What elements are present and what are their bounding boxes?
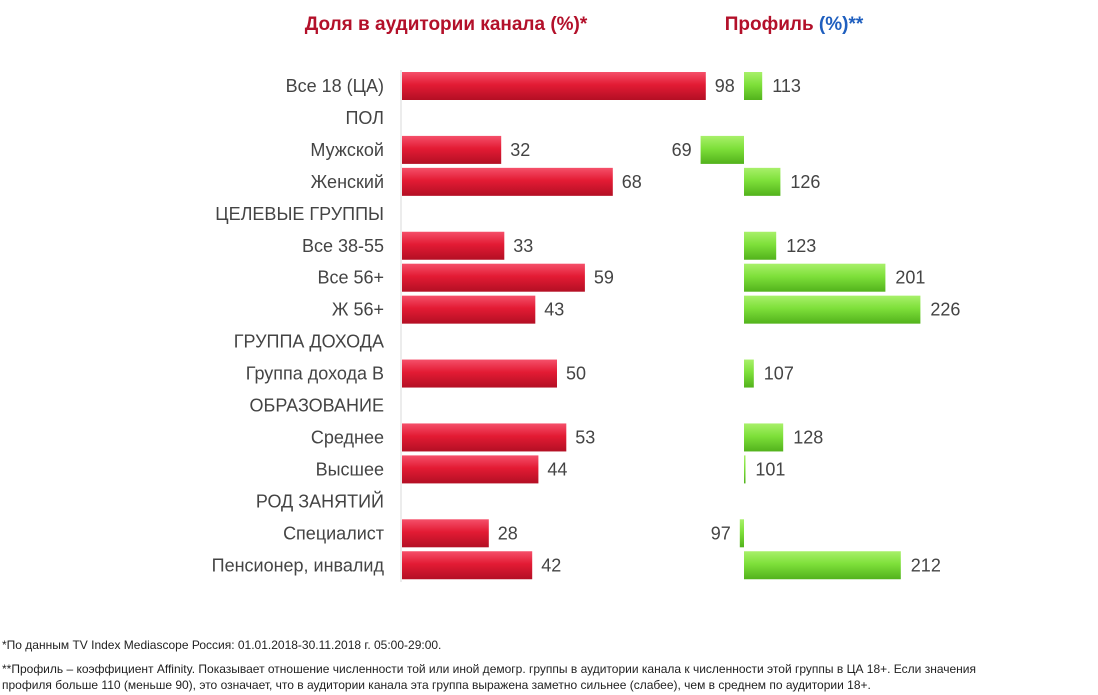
share-value-label: 43 [544,300,564,320]
profile-title-accent: (%)** [819,14,864,35]
share-bar [402,423,567,452]
category-label: ОБРАЗОВАНИЕ [250,396,384,416]
share-chart-title: Доля в аудитории канала (%)* [305,14,588,35]
share-bar [402,551,533,580]
share-value-label: 32 [510,140,530,160]
category-label: Мужской [310,140,384,160]
category-label: ЦЕЛЕВЫЕ ГРУППЫ [215,204,384,224]
profile-value-label: 101 [755,459,785,479]
category-label: Ж 56+ [332,300,384,320]
category-labels: Все 18 (ЦА) ПОЛ Мужской Женский ЦЕЛЕВЫЕ ГРУП… [212,76,385,575]
profile-value-label: 128 [793,427,823,447]
share-bar [402,295,536,324]
profile-bar [744,295,921,324]
profile-bar [744,72,763,100]
category-label: ПОЛ [345,108,384,128]
category-label: Высшее [316,459,384,479]
profile-bar [744,359,754,388]
category-label: ГРУППА ДОХОДА [234,332,384,352]
category-label: РОД ЗАНЯТИЙ [256,490,384,511]
share-value-label: 59 [594,268,614,288]
profile-chart-title: Профиль (%)** [725,14,864,35]
profile-value-label: 126 [790,172,820,192]
profile-value-label: 212 [911,555,941,575]
share-value-label: 33 [513,236,533,256]
category-label: Все 38-55 [302,236,384,256]
share-value-label: 50 [566,364,586,384]
share-bar [402,519,489,548]
profile-value-label: 226 [930,300,960,320]
share-bar [402,359,557,388]
profile-bar [744,551,901,580]
profile-bar [744,423,784,452]
profile-value-label: 69 [672,140,692,160]
profile-value-label: 97 [711,523,731,543]
share-bar [402,263,585,292]
share-value-label: 44 [547,459,567,479]
footnote-profile-definition: **Профиль – коэффициент Affinity. Показы… [2,662,977,676]
category-label: Все 56+ [317,268,384,288]
footnote-source: *По данным TV Index Mediascope Россия: 0… [2,638,442,652]
share-bar [402,455,539,484]
profile-bar [700,135,744,164]
share-value-label: 42 [541,555,561,575]
profile-bar [744,455,746,484]
profile-bar [744,263,886,292]
share-value-label: 68 [622,172,642,192]
category-label: Среднее [311,427,384,447]
profile-value-label: 123 [786,236,816,256]
category-label: Пенсионер, инвалид [212,555,385,575]
share-bar [402,72,706,100]
share-value-label: 28 [498,523,518,543]
share-bar [402,231,505,260]
profile-bar [744,167,781,196]
share-bars: 98 32 68 33 59 43 50 53 44 28 42 [402,72,735,580]
category-label: Все 18 (ЦА) [286,76,384,96]
share-value-label: 98 [715,76,735,96]
category-label: Специалист [283,523,384,543]
category-label: Группа дохода В [246,364,384,384]
profile-value-label: 201 [895,268,925,288]
category-label: Женский [311,172,384,192]
share-bar [402,135,502,164]
profile-bar [744,231,777,260]
share-bar [402,167,613,196]
profile-bar [739,519,744,548]
profile-value-label: 107 [764,364,794,384]
share-value-label: 53 [575,427,595,447]
profile-title-prefix: Профиль [725,14,819,35]
footnote-profile-interpretation: профиля больше 110 (меньше 90), это озна… [2,678,871,692]
profile-value-label: 113 [772,76,801,96]
chart: Доля в аудитории канала (%)* Профиль (%)… [212,14,960,582]
